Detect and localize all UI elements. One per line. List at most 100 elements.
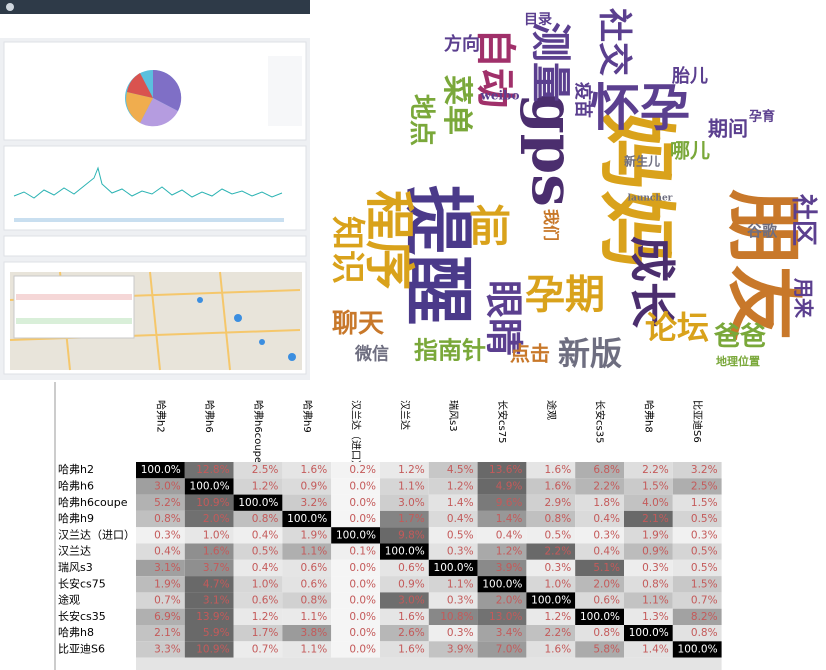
cell-label: 2.2% xyxy=(545,627,572,639)
heatmap-cell xyxy=(672,462,722,479)
heatmap-cell xyxy=(331,559,380,577)
cell-label: 100.0% xyxy=(482,578,522,590)
cell-label: 2.2% xyxy=(545,546,572,558)
heatmap-cell xyxy=(428,543,478,560)
cell-label: 0.8% xyxy=(252,513,279,525)
cell-label: 0.4% xyxy=(447,513,474,525)
cell-label: 1.0% xyxy=(252,578,279,590)
cell-label: 0.9% xyxy=(301,480,328,492)
word: 菜单 xyxy=(439,75,474,135)
cell-label: 0.4% xyxy=(252,562,279,574)
cell-label: 2.2% xyxy=(642,464,669,476)
pie-slice xyxy=(127,73,153,98)
heatmap-cell xyxy=(184,543,234,560)
cell-label: 0.8% xyxy=(691,627,718,639)
word: 孕育 xyxy=(749,109,775,125)
heatmap-cell xyxy=(575,494,624,511)
heatmap-cell xyxy=(672,478,722,495)
row-header: 哈弗h6 xyxy=(58,478,94,492)
heatmap-cell xyxy=(672,641,722,658)
cell-label: 12.8% xyxy=(196,464,229,476)
heatmap-cell xyxy=(526,625,576,642)
word: 论坛 xyxy=(645,309,709,347)
heatmap-cell xyxy=(136,641,185,658)
word: 知识 xyxy=(327,216,367,284)
heatmap-cell xyxy=(477,543,527,560)
word: 指南针 xyxy=(414,336,486,365)
heatmap-cell xyxy=(575,592,624,609)
heatmap-cell xyxy=(575,576,624,593)
cell-label: 4.0% xyxy=(642,497,669,509)
cell-label: 1.5% xyxy=(691,497,718,509)
heatmap-cell xyxy=(575,641,624,658)
column-header: 汉兰达（进口） xyxy=(350,400,363,470)
table-footer-row xyxy=(136,657,722,670)
word: 地理位置 xyxy=(716,354,760,368)
cell-label: 3.2% xyxy=(301,497,328,509)
word: launcher xyxy=(628,194,673,204)
heatmap-cell xyxy=(526,576,576,593)
heatmap-cell xyxy=(233,478,283,495)
heatmap-cell xyxy=(624,510,673,528)
heatmap-cell xyxy=(282,494,332,511)
heatmap-cell xyxy=(184,576,234,593)
heatmap-cell xyxy=(477,608,527,625)
cell-label: 5.9% xyxy=(203,627,230,639)
heatmap-cell xyxy=(184,559,234,577)
cell-label: 0.8% xyxy=(593,627,620,639)
row-header: 途观 xyxy=(58,593,80,607)
heatmap-cell xyxy=(575,462,624,479)
cell-label: 2.5% xyxy=(691,480,718,492)
word: 测量 xyxy=(527,22,574,102)
word: 用来 xyxy=(792,278,816,319)
cell-label: 100.0% xyxy=(531,595,571,607)
cell-label: 0.8% xyxy=(642,578,669,590)
word: 孕期 xyxy=(525,271,605,318)
heatmap-cell xyxy=(380,592,429,609)
cell-label: 13.6% xyxy=(489,464,522,476)
cell-label: 8.2% xyxy=(691,611,718,623)
word: 自动 xyxy=(472,28,519,108)
cell-label: 0.0% xyxy=(349,480,376,492)
heatmap-cell xyxy=(184,625,234,642)
cell-label: 1.6% xyxy=(545,643,572,655)
heatmap-cell xyxy=(672,592,722,609)
heatmap-cell xyxy=(331,494,380,511)
heatmap-cell xyxy=(331,641,380,658)
cell-label: 13.9% xyxy=(196,611,229,623)
heatmap-cell xyxy=(575,510,624,528)
heatmap-cell xyxy=(526,527,576,544)
cell-label: 2.5% xyxy=(252,464,279,476)
map-marker xyxy=(234,314,242,322)
cell-label: 2.0% xyxy=(593,578,620,590)
heatmap-cell xyxy=(624,559,673,577)
heatmap-cell xyxy=(526,608,576,625)
word: 新版 xyxy=(558,335,622,373)
heatmap-cell xyxy=(477,527,527,544)
dashboard-thumbnail xyxy=(0,0,310,380)
heatmap-cell xyxy=(624,576,673,593)
cell-label: 0.7% xyxy=(691,595,718,607)
cell-label: 1.3% xyxy=(642,611,669,623)
column-header: 长安cs35 xyxy=(594,400,607,443)
popup-row xyxy=(16,294,132,300)
heatmap-cell xyxy=(575,478,624,495)
cell-label: 1.1% xyxy=(301,643,328,655)
word: 点击 xyxy=(510,342,550,366)
cell-label: 0.6% xyxy=(301,562,328,574)
cell-label: 3.0% xyxy=(398,497,425,509)
heatmap-cell xyxy=(136,494,185,511)
cell-label: 1.6% xyxy=(398,643,425,655)
heatmap-cell xyxy=(184,641,234,658)
heatmap-cell xyxy=(233,559,283,577)
heatmap-cell xyxy=(331,608,380,625)
heatmap-cell xyxy=(233,576,283,593)
cell-label: 3.8% xyxy=(301,627,328,639)
heatmap-cell xyxy=(428,608,478,625)
cell-label: 2.6% xyxy=(398,627,425,639)
cell-label: 0.5% xyxy=(691,562,718,574)
heatmap-cell xyxy=(282,478,332,495)
heatmap-cell xyxy=(428,641,478,658)
heatmap-cell xyxy=(624,625,673,642)
heatmap-cell xyxy=(624,494,673,511)
